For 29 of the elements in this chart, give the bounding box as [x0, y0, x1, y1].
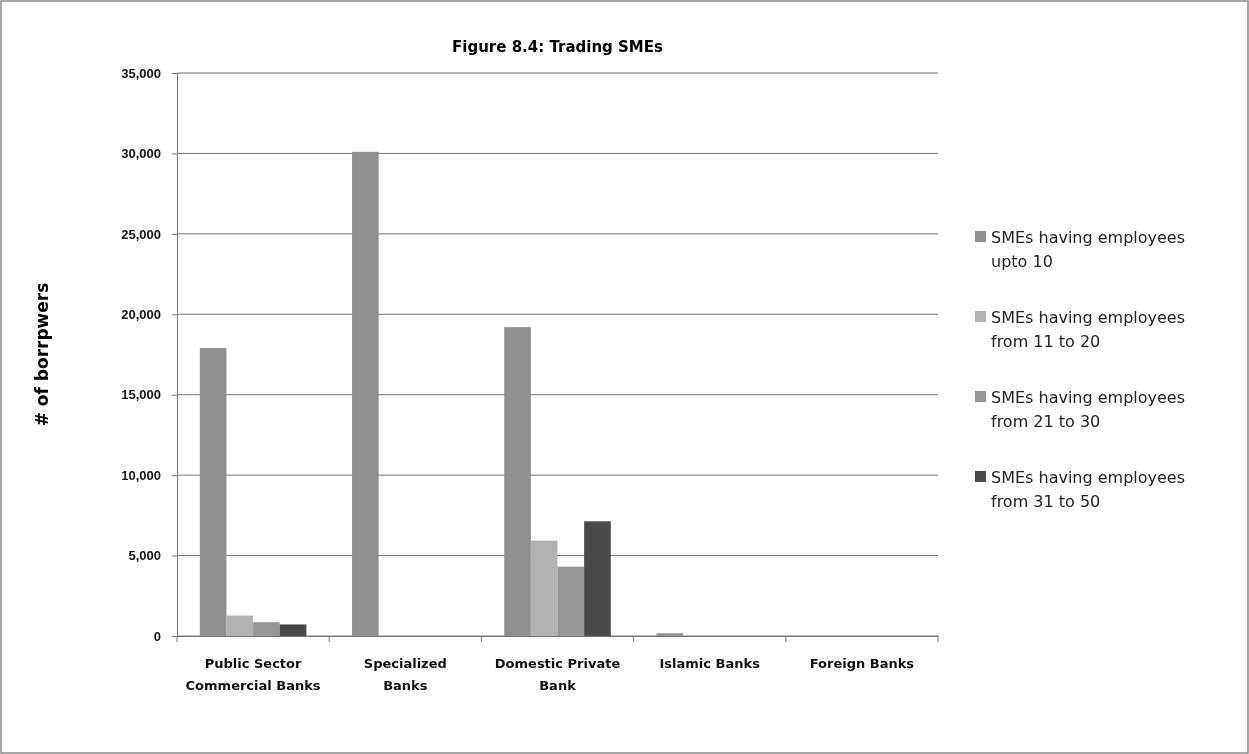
bar — [656, 633, 684, 636]
y-tick-label: 35,000 — [121, 65, 161, 81]
chart-title: Figure 8.4: Trading SMEs — [452, 38, 664, 56]
y-tick-label: 20,000 — [121, 306, 161, 322]
legend-label: SMEs having employees from 21 to 30 — [991, 388, 1186, 431]
legend-label: SMEs having employees upto 10 — [991, 228, 1186, 271]
x-tick-label: Foreign Banks — [809, 656, 915, 671]
bar — [557, 566, 585, 636]
x-tick-label: Islamic Banks — [659, 656, 761, 671]
bar — [199, 348, 227, 636]
bar — [352, 151, 379, 636]
bar — [584, 521, 611, 636]
bar — [253, 622, 280, 636]
y-tick-label: 15,000 — [121, 387, 161, 403]
y-tick-label: 10,000 — [121, 467, 161, 483]
x-tick-label: Public Sector Commercial Banks — [185, 656, 321, 693]
bar — [504, 327, 531, 636]
x-tick-label: Specialized Banks — [363, 656, 447, 693]
bar — [279, 624, 307, 636]
y-tick-label: 5,000 — [128, 548, 161, 564]
y-tick-label: 0 — [153, 628, 161, 644]
y-tick-label: 25,000 — [121, 226, 161, 242]
y-axis-title: # of borrpwers — [32, 282, 52, 427]
legend-label: SMEs having employees from 11 to 20 — [991, 308, 1186, 351]
bar — [226, 615, 254, 636]
bar — [530, 540, 558, 636]
legend-label: SMEs having employees from 31 to 50 — [991, 468, 1186, 511]
x-tick-label: Domestic Private Bank — [494, 656, 621, 693]
y-tick-label: 30,000 — [121, 146, 161, 162]
